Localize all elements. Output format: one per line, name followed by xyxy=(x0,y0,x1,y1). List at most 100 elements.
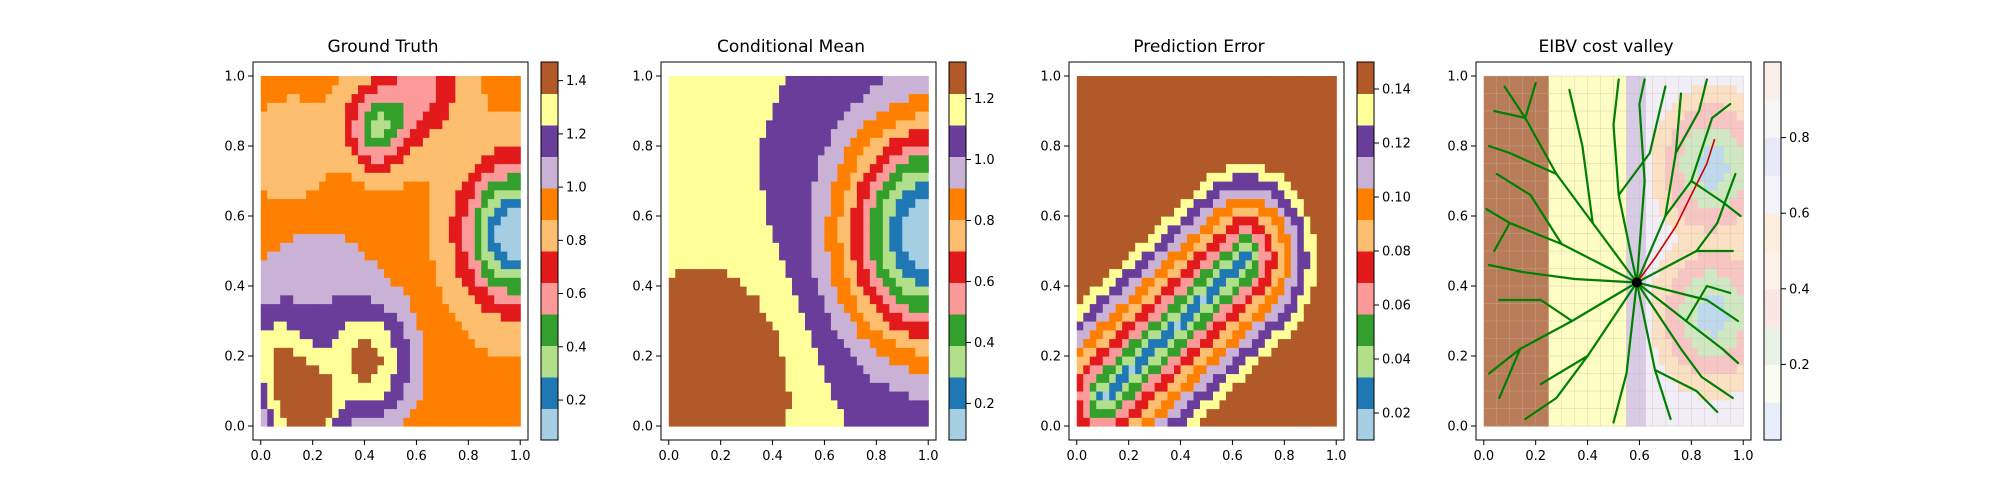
heatmap-cell xyxy=(1187,312,1195,322)
heatmap-cell xyxy=(1135,172,1143,182)
heatmap-cell xyxy=(1200,321,1208,331)
heatmap-cell xyxy=(1238,286,1247,296)
heatmap-cell xyxy=(785,172,793,182)
heatmap-cell xyxy=(811,137,819,147)
heatmap-cell xyxy=(487,181,495,191)
heatmap-cell xyxy=(358,338,366,348)
heatmap-cell xyxy=(740,417,748,427)
heatmap-cell xyxy=(688,408,696,418)
heatmap-cell xyxy=(1122,93,1130,103)
heatmap-cell xyxy=(1141,373,1149,383)
heatmap-cell xyxy=(1141,84,1149,95)
heatmap-cell xyxy=(1290,119,1298,130)
heatmap-cell xyxy=(1180,364,1188,375)
heatmap-cell xyxy=(1109,286,1117,296)
heatmap-cell xyxy=(1316,259,1324,270)
heatmap-cell xyxy=(798,119,806,130)
heatmap-cell xyxy=(817,128,826,138)
heatmap-cell xyxy=(1109,417,1117,427)
heatmap-cell xyxy=(798,391,806,401)
heatmap-cell xyxy=(1225,417,1234,427)
heatmap-cell xyxy=(358,93,366,103)
heatmap-cell xyxy=(409,216,418,226)
y-tick-label: 1.0 xyxy=(632,70,653,85)
heatmap-cell xyxy=(481,216,489,226)
heatmap-cell xyxy=(714,382,722,392)
heatmap-cell xyxy=(1316,84,1324,95)
heatmap-cell xyxy=(377,181,385,191)
heatmap-cell xyxy=(1297,198,1305,208)
heatmap-cell xyxy=(1264,364,1272,375)
heatmap-cell xyxy=(1206,312,1214,322)
heatmap-cell xyxy=(804,408,813,418)
heatmap-cell xyxy=(1225,111,1234,121)
heatmap-cell xyxy=(772,338,780,348)
heatmap-cell xyxy=(1083,399,1091,410)
heatmap-cell xyxy=(280,146,288,156)
heatmap-cell xyxy=(1174,119,1182,130)
heatmap-cell xyxy=(273,347,281,357)
heatmap-cell xyxy=(306,172,314,182)
heatmap-cell xyxy=(1251,189,1259,200)
heatmap-cell xyxy=(474,76,482,86)
heatmap-cell xyxy=(707,399,715,410)
heatmap-cell xyxy=(681,408,689,418)
heatmap-cell xyxy=(1135,242,1143,252)
heatmap-cell xyxy=(1187,146,1195,156)
heatmap-cell xyxy=(1102,338,1110,348)
heatmap-cell xyxy=(280,259,288,270)
heatmap-cell xyxy=(863,417,871,427)
heatmap-cell xyxy=(312,216,320,226)
colorbar-segment xyxy=(1357,377,1374,409)
heatmap-cell xyxy=(915,251,923,261)
heatmap-cell xyxy=(843,417,851,427)
heatmap-cell xyxy=(1109,268,1117,278)
heatmap-cell xyxy=(1329,347,1337,357)
heatmap-cell xyxy=(856,329,864,340)
heatmap-cell xyxy=(422,224,431,235)
heatmap-cell xyxy=(474,408,482,418)
heatmap-cell xyxy=(798,76,806,86)
heatmap-cell xyxy=(429,128,437,138)
heatmap-cell xyxy=(1271,154,1279,165)
heatmap-cell xyxy=(312,233,320,243)
heatmap-cell xyxy=(1148,93,1156,103)
heatmap-cell xyxy=(442,312,450,322)
heatmap-cell xyxy=(1193,76,1201,86)
heatmap-cell xyxy=(1245,207,1253,217)
heatmap-cell xyxy=(468,286,476,296)
heatmap-cell xyxy=(1167,84,1175,95)
heatmap-cell xyxy=(403,198,411,208)
heatmap-cell xyxy=(1200,181,1208,191)
heatmap-cell xyxy=(1245,216,1253,226)
heatmap-cell xyxy=(882,181,890,191)
heatmap-cell xyxy=(1277,181,1285,191)
heatmap-cell xyxy=(306,181,314,191)
heatmap-cell xyxy=(468,146,476,156)
heatmap-cell xyxy=(384,408,392,418)
heatmap-cell xyxy=(869,242,877,252)
heatmap-cell xyxy=(1083,154,1091,165)
heatmap-cell xyxy=(280,399,288,410)
heatmap-cell xyxy=(740,154,748,165)
heatmap-cell xyxy=(1115,189,1123,200)
heatmap-cell xyxy=(733,207,741,217)
heatmap-cell xyxy=(1251,102,1259,112)
heatmap-cell xyxy=(299,286,307,296)
heatmap-cell xyxy=(1083,356,1091,366)
heatmap-cell xyxy=(1271,329,1279,340)
heatmap-cell xyxy=(299,329,307,340)
heatmap-cell xyxy=(1122,224,1130,235)
heatmap-cell xyxy=(1323,216,1331,226)
heatmap-cell xyxy=(753,207,761,217)
heatmap-cell xyxy=(1258,356,1266,366)
heatmap-cell xyxy=(1277,399,1285,410)
heatmap-cell xyxy=(1109,303,1117,313)
heatmap-cell xyxy=(293,181,301,191)
heatmap-cell xyxy=(1200,207,1208,217)
heatmap-cell xyxy=(727,373,735,383)
heatmap-cell xyxy=(280,321,288,331)
heatmap-cell xyxy=(455,146,463,156)
heatmap-cell xyxy=(442,338,450,348)
heatmap-cell xyxy=(1115,382,1123,392)
